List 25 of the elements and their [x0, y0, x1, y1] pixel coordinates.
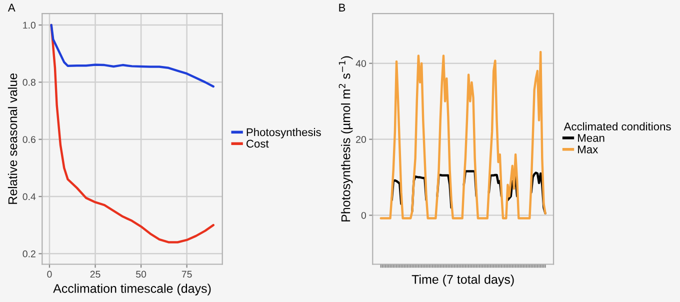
y-axis-title: Photosynthesis (µmol m$^{2}$ s$^{−1}$) — [338, 56, 353, 222]
legend-label: Photosynthesis — [246, 128, 321, 138]
y-tick-label: 40 — [356, 60, 366, 67]
x-tick-label: 0 — [47, 270, 52, 278]
y-tick-label: 0.2 — [22, 250, 36, 258]
y-tick-label: 0.6 — [22, 136, 36, 143]
x-tick-label: 25 — [90, 270, 100, 278]
line-series — [380, 50, 546, 220]
y-tick-label: 0.8 — [22, 78, 36, 86]
legend-label: Mean — [578, 134, 604, 142]
y-tick-label: 0.4 — [22, 193, 36, 200]
legend-label: Cost — [246, 140, 269, 148]
y-axis-title: Relative seasonal value — [8, 73, 18, 204]
legend-label: Max — [578, 146, 598, 154]
x-tick-label: 50 — [136, 270, 146, 278]
x-axis-title: Time (7 total days) — [412, 274, 514, 286]
y-tick-label: 1.0 — [23, 22, 36, 29]
chart-title: B — [339, 4, 346, 12]
legend-title: Acclimated conditions — [564, 122, 671, 130]
x-axis-title: Acclimation timescale (days) — [53, 284, 211, 296]
x-tick-label: 75 — [182, 270, 192, 278]
line-series — [50, 24, 214, 88]
chart-title: A — [8, 4, 16, 12]
y-tick-label: 20 — [356, 136, 366, 143]
y-tick-label: 0 — [361, 212, 366, 219]
